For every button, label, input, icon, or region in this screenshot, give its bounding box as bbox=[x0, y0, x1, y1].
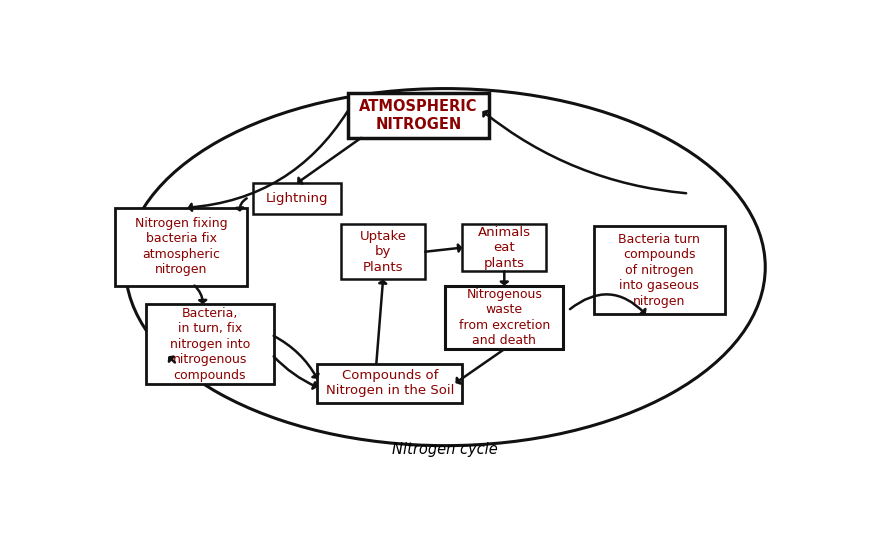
FancyBboxPatch shape bbox=[348, 93, 489, 138]
Text: Bacteria turn
compounds
of nitrogen
into gaseous
nitrogen: Bacteria turn compounds of nitrogen into… bbox=[618, 233, 700, 308]
Text: Nitrogenous
waste
from excretion
and death: Nitrogenous waste from excretion and dea… bbox=[459, 288, 550, 347]
Text: Nitrogen fixing
bacteria fix
atmospheric
nitrogen: Nitrogen fixing bacteria fix atmospheric… bbox=[135, 217, 228, 276]
FancyBboxPatch shape bbox=[116, 207, 247, 286]
FancyBboxPatch shape bbox=[594, 226, 725, 314]
Text: Uptake
by
Plants: Uptake by Plants bbox=[360, 230, 407, 274]
FancyBboxPatch shape bbox=[341, 224, 425, 279]
Text: Animals
eat
plants: Animals eat plants bbox=[478, 225, 531, 270]
FancyBboxPatch shape bbox=[146, 304, 274, 384]
Text: Bacteria,
in turn, fix
nitrogen into
nitrogenous
compounds: Bacteria, in turn, fix nitrogen into nit… bbox=[169, 306, 249, 382]
Text: ATMOSPHERIC
NITROGEN: ATMOSPHERIC NITROGEN bbox=[359, 99, 478, 132]
Text: Lightning: Lightning bbox=[266, 192, 328, 205]
FancyBboxPatch shape bbox=[254, 183, 341, 214]
FancyBboxPatch shape bbox=[446, 286, 563, 349]
Text: Compounds of
Nitrogen in the Soil: Compounds of Nitrogen in the Soil bbox=[326, 369, 454, 397]
Text: Nitrogen cycle: Nitrogen cycle bbox=[393, 442, 498, 457]
FancyBboxPatch shape bbox=[462, 224, 547, 271]
FancyBboxPatch shape bbox=[317, 364, 462, 402]
